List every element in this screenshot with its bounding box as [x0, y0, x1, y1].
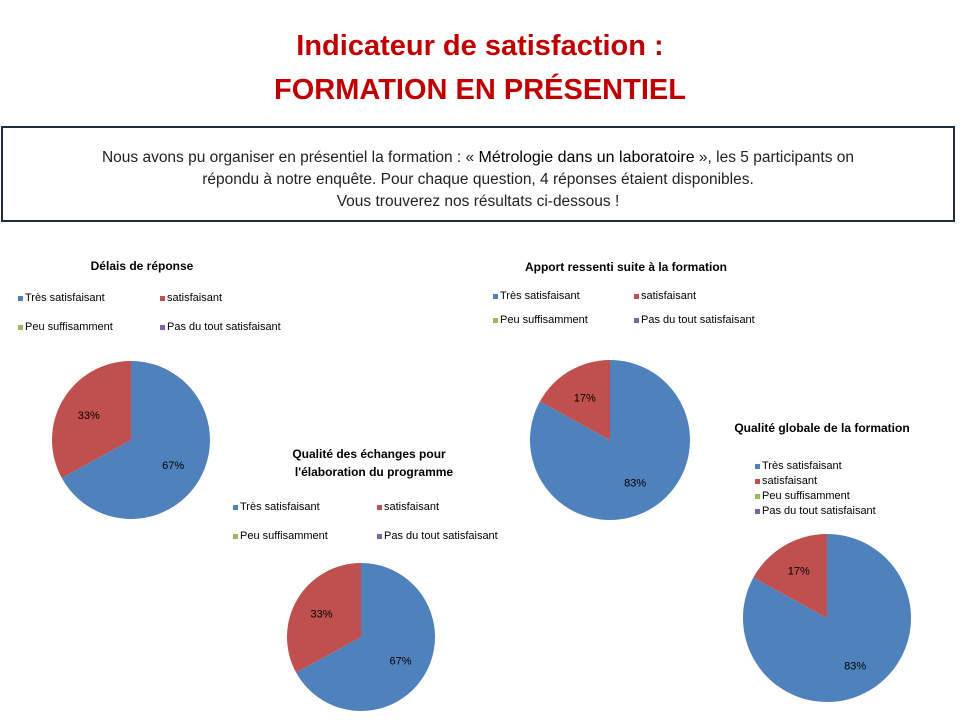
- legend-swatch: [755, 479, 760, 484]
- chart-title: Qualité des échanges pour: [292, 447, 446, 461]
- chart-title: Apport ressenti suite à la formation: [525, 260, 727, 274]
- legend-swatch: [18, 296, 23, 301]
- data-label: 67%: [162, 460, 184, 472]
- legend-label: Pas du tout satisfaisant: [384, 530, 498, 542]
- pie-slice: [530, 360, 691, 520]
- data-label: 83%: [844, 661, 866, 673]
- intro-box: Nous avons pu organiser en présentiel la…: [1, 126, 955, 222]
- legend-swatch: [233, 505, 238, 510]
- pie-slice: [539, 360, 610, 440]
- legend-label: Très satisfaisant: [500, 290, 580, 302]
- legend-label: Pas du tout satisfaisant: [167, 321, 281, 333]
- pie-chart-2: Apport ressenti suite à la formation Très…: [493, 260, 755, 520]
- legend-swatch: [755, 509, 760, 514]
- legend-label: Peu suffisamment: [762, 490, 850, 502]
- pie-slice: [753, 534, 827, 618]
- pie-chart-1: Délais de réponse Très satisfaisant satisf…: [18, 259, 281, 519]
- data-label: 83%: [624, 478, 646, 490]
- intro-line-1-start: Nous avons pu organiser en présentiel la…: [101, 149, 479, 166]
- legend-label: Peu suffisamment: [25, 321, 113, 333]
- legend-label: Très satisfaisant: [762, 460, 842, 472]
- legend-label: satisfaisant: [167, 292, 222, 304]
- legend-label: Peu suffisamment: [500, 314, 588, 326]
- legend-label: Très satisfaisant: [25, 292, 105, 304]
- legend-label: satisfaisant: [762, 475, 817, 487]
- legend-label: satisfaisant: [641, 290, 696, 302]
- legend-swatch: [634, 318, 639, 323]
- chart-title: l'élaboration du programme: [295, 465, 454, 479]
- legend-label: Pas du tout satisfaisant: [641, 314, 755, 326]
- intro-line-2: répondu à notre enquête. Pour chaque que…: [202, 171, 754, 188]
- data-label: 17%: [788, 565, 810, 577]
- intro-line-1-end: », les 5 participants on: [694, 149, 855, 166]
- intro-line-1: Nous avons pu organiser en présentiel la…: [43, 147, 913, 169]
- pie-slice: [742, 534, 911, 702]
- legend-swatch: [755, 464, 760, 469]
- legend-swatch: [233, 534, 238, 539]
- legend-label: Pas du tout satisfaisant: [762, 505, 876, 517]
- page-title-line-1: Indicateur de satisfaction :: [296, 30, 664, 62]
- data-label: 33%: [310, 609, 332, 621]
- legend-swatch: [493, 294, 498, 299]
- legend-swatch: [160, 296, 165, 301]
- data-label: 33%: [78, 410, 100, 422]
- chart-title: Délais de réponse: [91, 259, 194, 273]
- data-label: 17%: [574, 392, 596, 404]
- legend-swatch: [160, 325, 165, 330]
- pie-chart-4: Qualité globale de la formation Très sati…: [734, 421, 911, 702]
- chart-title: Qualité globale de la formation: [734, 421, 909, 435]
- pie-slice: [296, 563, 435, 712]
- training-name: Métrologie dans un laboratoire: [478, 149, 695, 166]
- legend-label: Très satisfaisant: [240, 501, 320, 513]
- page-title-line-2: FORMATION EN PRÉSENTIEL: [274, 74, 686, 106]
- pie-slice: [51, 361, 132, 479]
- pie-slice: [286, 563, 361, 673]
- legend-swatch: [18, 325, 23, 330]
- legend-label: Peu suffisamment: [240, 530, 328, 542]
- data-label: 67%: [389, 655, 411, 667]
- legend-label: satisfaisant: [384, 501, 439, 513]
- legend-swatch: [493, 318, 498, 323]
- intro-line-3: Vous trouverez nos résultats ci-dessous …: [336, 193, 620, 210]
- pie-chart-3: Qualité des échanges pour l'élaboration d…: [233, 447, 498, 712]
- legend-swatch: [634, 294, 639, 299]
- pie-slice: [61, 361, 210, 519]
- legend-swatch: [377, 505, 382, 510]
- legend-swatch: [377, 534, 382, 539]
- legend-swatch: [755, 494, 760, 499]
